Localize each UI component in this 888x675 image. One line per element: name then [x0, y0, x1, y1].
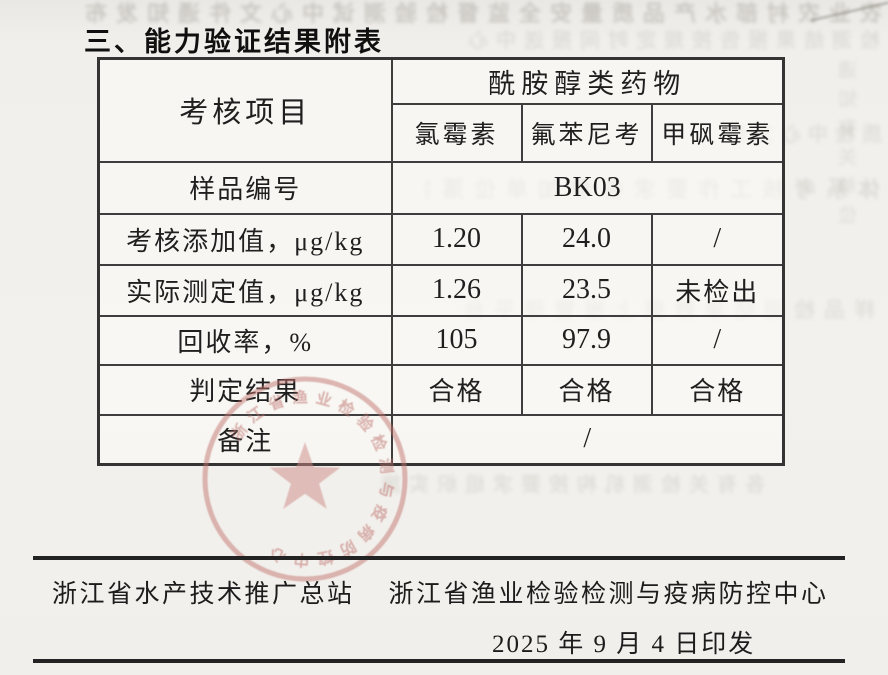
table-corner-label: 考核项目 — [97, 57, 393, 163]
seal-star-icon — [269, 442, 341, 509]
section-title: 三、能力验证结果附表 — [84, 27, 384, 57]
row-label-sample-id: 样品编号 — [97, 160, 393, 215]
cell-recovery-chloramphenicol: 105 — [390, 314, 523, 366]
table-row: 判定结果 合格 合格 合格 — [97, 363, 785, 416]
bleedthrough-text: 检测结果报告按规定时间报送中心 — [460, 30, 880, 52]
official-seal-stamp: 浙江省渔业检验检测与疫病防控中心 — [202, 376, 408, 582]
table-row: 回收率，% 105 97.9 / — [97, 314, 785, 366]
cell-recovery-florfenicol: 97.9 — [520, 314, 653, 366]
issue-date: 2025 年 9 月 4 日印发 — [492, 631, 756, 658]
footer-bottom-rule — [33, 659, 845, 663]
table-row: 考核添加值，μg/kg 1.20 24.0 / — [97, 212, 785, 266]
org-name-inspection-center: 浙江省渔业检验检测与疫病防控中心 — [388, 581, 829, 608]
table-row: 实际测定值，μg/kg 1.26 23.5 未检出 — [97, 263, 785, 317]
org-name-fisheries-extension: 浙江省水产技术推广总站 — [52, 581, 355, 608]
cell-measured-thiamphenicol: 未检出 — [650, 263, 785, 317]
column-header-thiamphenicol: 甲砜霉素 — [650, 102, 785, 163]
row-label-remarks: 备注 — [97, 413, 393, 466]
cell-spiked-chloramphenicol: 1.20 — [390, 212, 523, 266]
issuing-organizations: 浙江省水产技术推广总站 浙江省渔业检验检测与疫病防控中心 — [52, 574, 829, 610]
cell-remarks: / — [390, 413, 785, 466]
row-label-judgement: 判定结果 — [97, 363, 393, 416]
column-header-chloramphenicol: 氯霉素 — [390, 102, 523, 163]
results-table: 考核项目 酰胺醇类药物 氯霉素 氟苯尼考 甲砜霉素 样品编号 BK03 考核添加… — [97, 57, 786, 466]
row-label-measured-value: 实际测定值，μg/kg — [97, 263, 393, 317]
footer-top-rule — [33, 556, 845, 560]
row-label-recovery: 回收率，% — [97, 314, 393, 366]
table-row: 样品编号 BK03 — [97, 160, 785, 215]
cell-judgement-florfenicol: 合格 — [520, 363, 653, 416]
cell-measured-chloramphenicol: 1.26 — [390, 263, 523, 317]
cell-spiked-thiamphenicol: / — [650, 212, 785, 266]
cell-measured-florfenicol: 23.5 — [520, 263, 653, 317]
seal-ring — [202, 376, 408, 582]
column-header-florfenicol: 氟苯尼考 — [520, 102, 653, 163]
cell-judgement-chloramphenicol: 合格 — [390, 363, 523, 416]
cell-recovery-thiamphenicol: / — [650, 314, 785, 366]
cell-judgement-thiamphenicol: 合格 — [650, 363, 785, 416]
row-label-spiked-value: 考核添加值，μg/kg — [97, 212, 393, 266]
table-row: 备注 / — [97, 413, 785, 466]
bleedthrough-text: 通知有关单位 — [839, 60, 860, 234]
drug-group-header: 酰胺醇类药物 — [390, 57, 785, 105]
cell-sample-id: BK03 — [390, 160, 785, 215]
cell-spiked-florfenicol: 24.0 — [520, 212, 653, 266]
